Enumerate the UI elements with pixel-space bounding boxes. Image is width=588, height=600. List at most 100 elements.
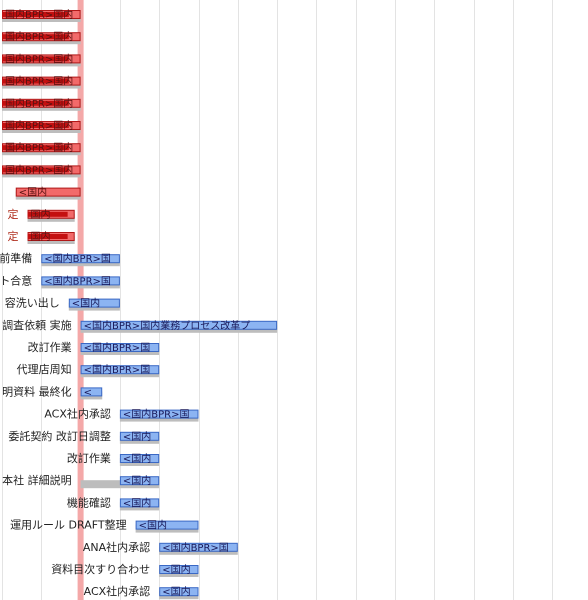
- task-row[interactable]: 前準備 <国内BPR>国: [0, 251, 120, 267]
- task-row[interactable]: ト合意 <国内BPR>国: [0, 273, 120, 289]
- task-progress-fill: [2, 100, 69, 106]
- task-row[interactable]: 国内BPR>国内: [2, 75, 81, 89]
- task-bar[interactable]: [119, 409, 199, 419]
- task-row[interactable]: 改訂作業 <国内BPR>国: [28, 340, 160, 355]
- task-bar-text: <国内BPR>国: [84, 363, 151, 376]
- task-rows: 国内BPR>国内国内BPR>国内国内BPR>国内国内BPR>国内国内BPR>国内…: [0, 8, 278, 600]
- task-bar-text: <国内: [72, 297, 100, 310]
- task-bar-text: <国内BPR>国内業務プロセス改革プ: [84, 319, 251, 332]
- task-row[interactable]: <国内: [15, 186, 81, 200]
- task-row[interactable]: ANA社内承認 <国内BPR>国: [83, 540, 238, 555]
- task-row[interactable]: 機能確認 <国内: [67, 495, 160, 511]
- task-progress-fill: [2, 123, 69, 128]
- task-label: ANA社内承認: [83, 540, 150, 554]
- task-bar[interactable]: [159, 587, 199, 597]
- task-bar-text: <国内: [123, 496, 151, 509]
- task-bar-text: 国内: [31, 230, 51, 243]
- task-bar-text: <国内: [123, 452, 151, 465]
- task-bar[interactable]: [15, 187, 81, 197]
- task-bar-text: 国内BPR>国内: [5, 8, 73, 21]
- task-bar[interactable]: [119, 498, 160, 508]
- task-bar-text: 国内BPR>国内: [5, 163, 73, 176]
- task-row[interactable]: 調査依頼 実施 <国内BPR>国内業務プロセス改革プ: [2, 318, 278, 333]
- task-label: ト合意: [0, 273, 32, 287]
- task-bar[interactable]: [80, 365, 160, 375]
- task-bar-text: <国内BPR>国: [162, 541, 229, 554]
- task-bar-text: <国内BPR>国: [44, 274, 111, 287]
- task-bar-text: <国内: [139, 519, 167, 532]
- task-row[interactable]: 定国内: [8, 207, 75, 222]
- task-label: 委託契約 改訂日調整: [8, 429, 111, 443]
- task-bar-text: 国内BPR>国内: [5, 75, 73, 88]
- task-bar[interactable]: [159, 565, 199, 574]
- task-label: 改訂作業: [28, 340, 72, 354]
- task-progress-fill: [2, 78, 69, 84]
- task-row[interactable]: 国内BPR>国内: [2, 141, 81, 156]
- task-progress-fill: [2, 56, 69, 62]
- task-bar-text: <国内BPR>国: [123, 408, 190, 421]
- task-row[interactable]: ACX社内承認 <国内BPR>国: [44, 407, 199, 422]
- task-row[interactable]: 改訂作業 <国内: [67, 451, 160, 466]
- task-row[interactable]: 容洗い出し <国内: [5, 296, 120, 311]
- task-label: ACX社内承認: [44, 407, 111, 421]
- task-row[interactable]: 国内BPR>国内: [2, 163, 81, 178]
- task-bar-text: <国内: [123, 430, 151, 443]
- task-bar-text: <国内: [162, 585, 190, 598]
- task-progress-fill: [27, 234, 68, 239]
- task-row[interactable]: 明資料 最終化 <: [2, 384, 103, 400]
- task-bar-text: <国内BPR>国: [84, 341, 151, 354]
- task-bar-text: 国内BPR>国内: [5, 52, 73, 65]
- task-progress-fill: [2, 145, 69, 151]
- task-bar[interactable]: [41, 254, 120, 264]
- task-bar[interactable]: [135, 520, 199, 530]
- task-label: 調査依頼 実施: [2, 318, 72, 332]
- task-bar[interactable]: [41, 276, 120, 286]
- task-bar-text: <国内: [19, 186, 47, 199]
- task-label: 明資料 最終化: [2, 384, 72, 398]
- task-label: 資料目次すり合わせ: [51, 562, 150, 576]
- task-row[interactable]: 本社 詳細説明 <国内: [2, 473, 160, 489]
- task-bar[interactable]: [80, 320, 278, 330]
- task-row[interactable]: ACX社内承認 <国内: [84, 584, 199, 600]
- task-progress-fill: [27, 211, 68, 217]
- task-bar[interactable]: [119, 476, 160, 486]
- task-bar-shadow: [80, 480, 160, 489]
- task-row[interactable]: 国内BPR>国内: [2, 30, 81, 45]
- task-progress-fill: [2, 12, 69, 17]
- task-row[interactable]: 代理店周知 <国内BPR>国: [17, 362, 160, 378]
- task-label: 代理店周知: [17, 362, 72, 376]
- task-bar-text: <国内: [162, 563, 190, 576]
- task-row[interactable]: 定国内: [8, 229, 75, 244]
- task-label: 改訂作業: [67, 451, 111, 465]
- task-bar[interactable]: [119, 431, 160, 441]
- task-label: 本社 詳細説明: [2, 473, 72, 487]
- task-bar[interactable]: [80, 387, 103, 397]
- grid-lines: [2, 0, 553, 600]
- task-label: 定: [8, 229, 19, 243]
- task-row[interactable]: 運用ルール DRAFT整理 <国内: [10, 518, 199, 533]
- task-bar-text: <: [84, 387, 92, 398]
- task-bar-text: <国内BPR>国: [44, 252, 111, 265]
- task-row[interactable]: 委託契約 改訂日調整 <国内: [8, 429, 160, 444]
- task-row[interactable]: 国内BPR>国内: [2, 52, 81, 67]
- task-bar-text: 国内BPR>国内: [5, 119, 73, 132]
- task-bar[interactable]: [80, 343, 160, 352]
- task-bar-text: 国内BPR>国内: [5, 97, 73, 110]
- task-bar-text: <国内: [123, 474, 151, 487]
- task-bar-text: 国内: [31, 208, 51, 221]
- task-row[interactable]: 国内BPR>国内: [2, 119, 81, 133]
- task-label: 前準備: [0, 251, 32, 265]
- task-label: 容洗い出し: [5, 296, 60, 310]
- task-progress-fill: [2, 34, 69, 40]
- task-row[interactable]: 資料目次すり合わせ <国内: [51, 562, 199, 577]
- task-label: ACX社内承認: [84, 584, 151, 598]
- task-bar[interactable]: [68, 298, 120, 308]
- task-bar[interactable]: [159, 542, 238, 552]
- task-row[interactable]: 国内BPR>国内: [2, 8, 81, 22]
- task-row[interactable]: 国内BPR>国内: [2, 97, 81, 111]
- task-label: 運用ルール DRAFT整理: [10, 518, 127, 532]
- task-label: 機能確認: [67, 495, 111, 509]
- task-bar-text: 国内BPR>国内: [5, 141, 73, 154]
- task-bar[interactable]: [119, 454, 160, 463]
